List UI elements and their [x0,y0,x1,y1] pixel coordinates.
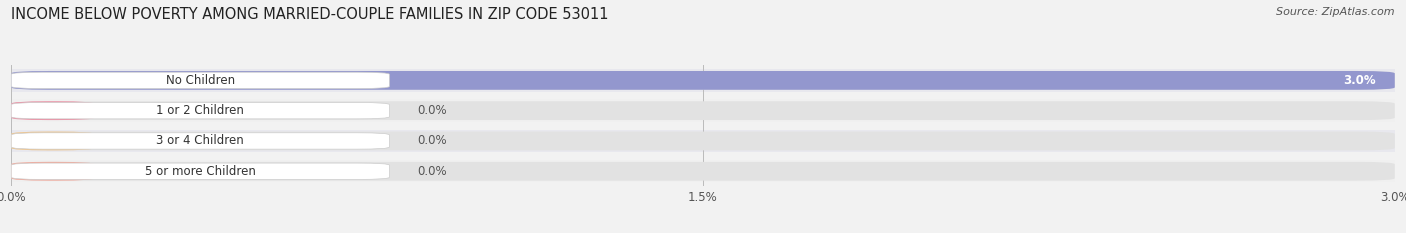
FancyBboxPatch shape [11,133,389,149]
FancyBboxPatch shape [11,101,94,120]
FancyBboxPatch shape [11,163,389,179]
FancyBboxPatch shape [11,162,1395,181]
Text: 0.0%: 0.0% [418,104,447,117]
Text: 0.0%: 0.0% [418,134,447,147]
FancyBboxPatch shape [11,160,1395,182]
FancyBboxPatch shape [11,130,1395,152]
Text: 1 or 2 Children: 1 or 2 Children [156,104,245,117]
Text: 3 or 4 Children: 3 or 4 Children [156,134,245,147]
FancyBboxPatch shape [11,69,1395,92]
FancyBboxPatch shape [11,132,1395,150]
Text: No Children: No Children [166,74,235,87]
FancyBboxPatch shape [11,71,1395,90]
FancyBboxPatch shape [11,103,389,119]
FancyBboxPatch shape [11,71,1395,90]
FancyBboxPatch shape [11,101,1395,120]
Text: 3.0%: 3.0% [1344,74,1376,87]
FancyBboxPatch shape [11,99,1395,122]
FancyBboxPatch shape [11,162,94,181]
Text: Source: ZipAtlas.com: Source: ZipAtlas.com [1277,7,1395,17]
Text: INCOME BELOW POVERTY AMONG MARRIED-COUPLE FAMILIES IN ZIP CODE 53011: INCOME BELOW POVERTY AMONG MARRIED-COUPL… [11,7,609,22]
FancyBboxPatch shape [11,132,94,150]
Text: 5 or more Children: 5 or more Children [145,165,256,178]
FancyBboxPatch shape [11,72,389,89]
Text: 0.0%: 0.0% [418,165,447,178]
